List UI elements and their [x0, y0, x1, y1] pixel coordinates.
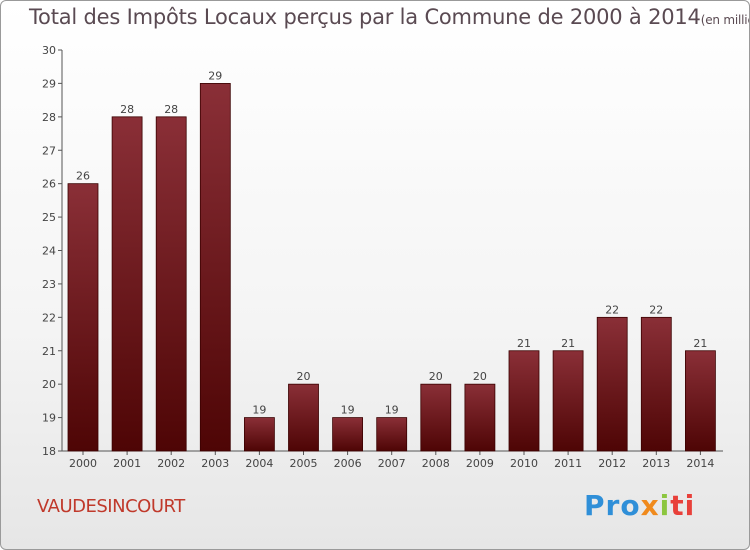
bar-value-label: 19	[341, 404, 355, 417]
commune-name: VAUDESINCOURT	[37, 496, 185, 517]
bars	[67, 83, 716, 452]
y-tick-label: 28	[42, 111, 56, 124]
bar-value-label: 22	[605, 303, 619, 316]
bar-value-label: 26	[76, 170, 90, 183]
bar-value-label: 19	[252, 404, 266, 417]
y-tick-label: 18	[42, 445, 56, 458]
bar	[288, 383, 319, 452]
x-tick-label: 2010	[510, 457, 538, 470]
x-tick-label: 2006	[334, 457, 362, 470]
proxiti-logo: Proxiti	[584, 489, 695, 522]
x-tick-label: 2005	[290, 457, 318, 470]
y-tick-label: 20	[42, 378, 56, 391]
y-tick-label: 26	[42, 178, 56, 191]
value-labels: 26 28 28 29 19 20 19 19 20 20 21 21 22 22 21	[76, 69, 707, 416]
logo-part: Pro	[584, 489, 641, 522]
x-tick-label: 2004	[245, 457, 273, 470]
bar	[420, 383, 452, 452]
x-tick-label: 2001	[113, 457, 141, 470]
bar	[332, 417, 364, 452]
y-tick-label: 21	[42, 345, 56, 358]
bar-value-label: 21	[517, 337, 531, 350]
bar-value-label: 28	[120, 103, 134, 116]
x-tick-label: 2002	[157, 457, 185, 470]
bar-value-label: 20	[473, 370, 487, 383]
y-tick-label: 22	[42, 311, 56, 324]
bar	[243, 417, 275, 452]
bar-value-label: 21	[561, 337, 575, 350]
x-tick-label: 2008	[422, 457, 450, 470]
x-tick-label: 2000	[69, 457, 97, 470]
x-tick-label: 2013	[642, 457, 670, 470]
x-tick-label: 2009	[466, 457, 494, 470]
bar	[111, 116, 143, 452]
y-tick-label: 24	[42, 245, 56, 258]
bar-value-label: 20	[297, 370, 311, 383]
x-tick-label: 2003	[201, 457, 229, 470]
bar	[640, 316, 672, 452]
bar	[685, 350, 716, 452]
bar-value-label: 29	[208, 69, 222, 82]
bar-value-label: 28	[164, 103, 178, 116]
y-tick-label: 19	[42, 412, 56, 425]
bar	[199, 83, 231, 452]
bar-value-label: 19	[385, 404, 399, 417]
x-tick-label: 2007	[378, 457, 406, 470]
y-tick-label: 30	[42, 44, 56, 57]
logo-part: i	[659, 489, 671, 522]
logo-part: x	[640, 489, 660, 522]
y-tick-label: 27	[42, 144, 56, 157]
bar	[464, 383, 496, 452]
bar	[155, 116, 187, 452]
bar	[67, 183, 99, 452]
bar-value-label: 20	[429, 370, 443, 383]
chart-title: Total des Impôts Locaux perçus par la Co…	[29, 5, 749, 29]
axes: 18 19 20 21 22 23 24 25 26 27 28 29 30 2000 2001 2002 20…	[42, 44, 723, 470]
bar-value-label: 22	[649, 303, 663, 316]
bar	[596, 316, 628, 452]
bar	[508, 350, 540, 452]
y-tick-label: 23	[42, 278, 56, 291]
bar	[552, 350, 584, 452]
bar	[376, 417, 408, 452]
chart-title-main: Total des Impôts Locaux perçus par la Co…	[29, 5, 701, 29]
logo-part: ti	[670, 489, 696, 522]
bar-value-label: 21	[693, 337, 707, 350]
x-tick-label: 2011	[554, 457, 582, 470]
chart-title-unit: (en milliers d'€)	[700, 13, 749, 27]
x-tick-label: 2014	[686, 457, 714, 470]
y-tick-label: 25	[42, 211, 56, 224]
x-tick-label: 2012	[598, 457, 626, 470]
y-tick-label: 29	[42, 77, 56, 90]
